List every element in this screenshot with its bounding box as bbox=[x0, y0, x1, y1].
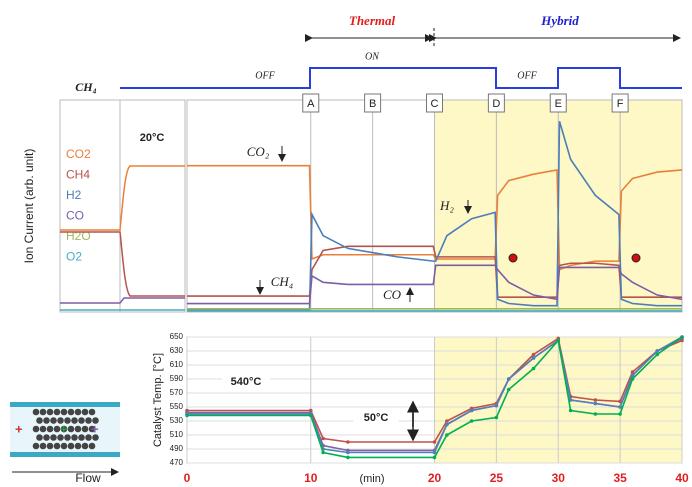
point bbox=[507, 388, 511, 392]
y-tick-label: 590 bbox=[170, 374, 184, 383]
point bbox=[309, 414, 313, 418]
annotation: 50°C bbox=[364, 412, 389, 424]
y-tick-label: 570 bbox=[170, 388, 184, 397]
x-axis-label: (min) bbox=[359, 473, 384, 485]
flow-label: Flow bbox=[75, 471, 101, 485]
point bbox=[655, 353, 659, 357]
ch4-state: OFF bbox=[517, 70, 537, 81]
annotation: CO₂ bbox=[247, 144, 270, 159]
indicator-dot bbox=[632, 254, 640, 262]
point bbox=[470, 409, 474, 413]
y-tick-label: 530 bbox=[170, 416, 184, 425]
point bbox=[495, 416, 499, 420]
phase-marker-label: B bbox=[369, 98, 376, 110]
point bbox=[594, 412, 598, 416]
figure: Thermal Hybrid CH₄ OFF ON OFF A B C D E F CO2 C… bbox=[0, 0, 692, 487]
x-tick-label: 0 bbox=[184, 471, 191, 485]
annotation: CH₄ bbox=[271, 274, 294, 289]
point bbox=[532, 356, 536, 360]
point bbox=[618, 412, 622, 416]
point bbox=[445, 423, 449, 427]
indicator-dot bbox=[509, 254, 517, 262]
x-tick-label: 25 bbox=[490, 471, 504, 485]
point bbox=[433, 440, 437, 444]
annotation: 540°C bbox=[231, 376, 262, 388]
ch4-state: OFF bbox=[255, 70, 275, 81]
point bbox=[655, 349, 659, 353]
point bbox=[594, 398, 598, 402]
point bbox=[321, 437, 325, 441]
legend-label: CH4 bbox=[66, 168, 90, 182]
svg-text:+: + bbox=[91, 421, 99, 436]
point bbox=[346, 440, 350, 444]
point bbox=[532, 353, 536, 357]
legend-label: O2 bbox=[66, 250, 82, 264]
annotation: CO bbox=[383, 287, 402, 302]
thermal-label: Thermal bbox=[349, 13, 396, 28]
point bbox=[470, 419, 474, 423]
phase-marker-label: F bbox=[617, 98, 624, 110]
reactor-inset: + + + bbox=[10, 402, 120, 472]
point bbox=[433, 456, 437, 460]
point bbox=[321, 451, 325, 455]
x-tick-label: 35 bbox=[613, 471, 627, 485]
point bbox=[532, 367, 536, 371]
y-tick-label: 630 bbox=[170, 346, 184, 355]
point bbox=[680, 335, 684, 339]
point bbox=[556, 339, 560, 343]
phase-marker-label: D bbox=[492, 98, 500, 110]
x-tick-label: 20 bbox=[428, 471, 442, 485]
y-tick-label: 650 bbox=[170, 332, 184, 341]
x-tick-label: 40 bbox=[675, 471, 689, 485]
annotation: H₂ bbox=[439, 198, 454, 213]
y-tick-label: 610 bbox=[170, 360, 184, 369]
point bbox=[445, 433, 449, 437]
x-tick-label: 10 bbox=[304, 471, 318, 485]
legend-label: CO bbox=[66, 209, 84, 223]
point bbox=[346, 451, 350, 455]
y-axis-label: Ion Current (arb. unit) bbox=[22, 149, 36, 264]
point bbox=[594, 402, 598, 406]
y-axis-label: Catalyst Temp. [°C] bbox=[152, 353, 164, 447]
ch4-state: ON bbox=[365, 51, 380, 62]
point bbox=[631, 377, 635, 381]
ch4-feed-label: CH₄ bbox=[75, 80, 97, 94]
point bbox=[569, 409, 573, 413]
y-tick-label: 470 bbox=[170, 458, 184, 467]
y-tick-label: 510 bbox=[170, 430, 184, 439]
svg-text:+: + bbox=[15, 421, 23, 436]
y-tick-label: 550 bbox=[170, 402, 184, 411]
pre-phase-trace bbox=[60, 298, 185, 303]
hybrid-label: Hybrid bbox=[540, 13, 579, 28]
point bbox=[185, 414, 189, 418]
phase-marker-label: E bbox=[555, 98, 562, 110]
svg-text:+: + bbox=[60, 421, 68, 436]
point bbox=[507, 377, 511, 381]
point bbox=[445, 419, 449, 423]
legend-label: H2 bbox=[66, 188, 82, 202]
phase-marker-label: C bbox=[431, 98, 439, 110]
legend-label: CO2 bbox=[66, 147, 91, 161]
ch4-feed-line bbox=[120, 68, 682, 88]
x-tick-label: 30 bbox=[552, 471, 566, 485]
phase-marker-label: A bbox=[307, 98, 315, 110]
y-tick-label: 490 bbox=[170, 444, 184, 453]
point bbox=[346, 456, 350, 460]
point bbox=[495, 404, 499, 408]
pre-phase-temp: 20°C bbox=[140, 132, 165, 144]
